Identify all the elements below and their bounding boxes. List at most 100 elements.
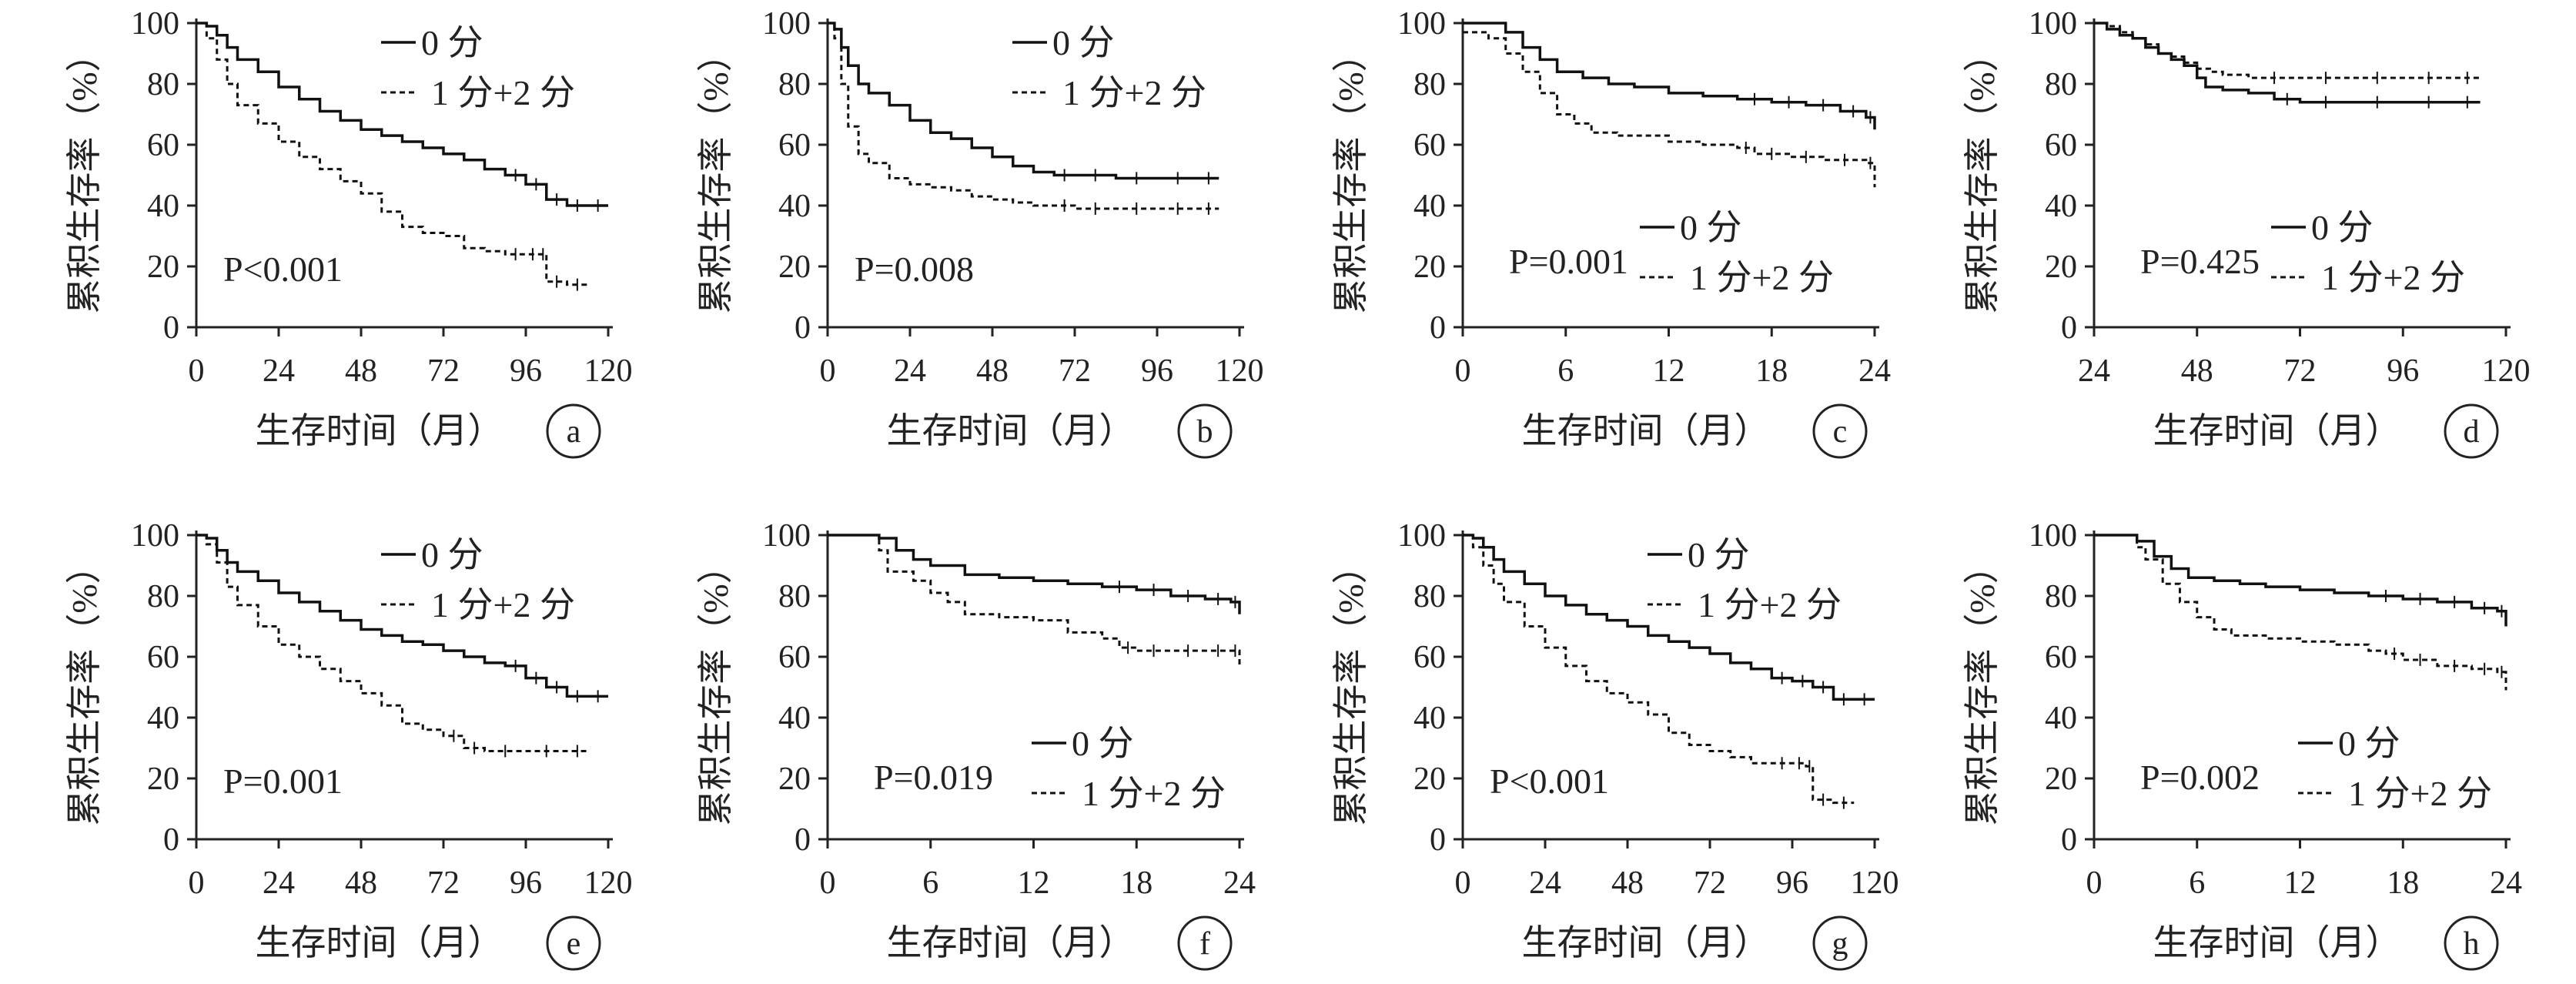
x-tick-label: 48 (345, 865, 377, 901)
x-tick-label: 24 (2078, 353, 2110, 389)
series-0-curve (196, 534, 608, 698)
y-tick-label: 20 (1413, 761, 1446, 797)
y-tick-label: 100 (2029, 518, 2077, 554)
x-tick-label: 6 (922, 865, 938, 901)
y-axis-title: 累积生存率（%） (1331, 548, 1370, 825)
y-tick-label: 80 (778, 67, 811, 102)
x-tick-label: 96 (2387, 353, 2419, 389)
panel-letter-circle (2444, 915, 2499, 971)
panel-letter: g (1832, 926, 1848, 962)
y-tick-label: 20 (147, 761, 179, 797)
y-tick-label: 60 (778, 640, 811, 675)
y-tick-label: 20 (1413, 249, 1446, 285)
y-tick-label: 100 (131, 518, 179, 554)
x-tick-label: 48 (345, 353, 377, 389)
legend-dashed-label: 1 分+2 分 (1062, 73, 1206, 112)
series-0-curve (1463, 534, 1875, 701)
panel-letter-circle (1177, 915, 1233, 971)
series-0-curve (828, 534, 1241, 614)
y-tick-label: 60 (147, 640, 179, 675)
panel-letter-circle (546, 403, 601, 459)
y-tick-label: 60 (2045, 640, 2077, 675)
x-tick-label: 0 (820, 865, 836, 901)
y-tick-label: 40 (2045, 189, 2077, 224)
panel-letter-circle (2444, 403, 2499, 459)
series-0-curve (2094, 534, 2507, 627)
legend-solid-label: 0 分 (1052, 23, 1115, 62)
series-12-curve (2094, 22, 2481, 79)
x-tick-label: 72 (1059, 353, 1091, 389)
legend-dashed-label: 1 分+2 分 (2321, 258, 2465, 297)
legend-solid-label: 0 分 (2338, 724, 2400, 763)
y-tick-label: 100 (2029, 6, 2077, 42)
panel-g: 0 20 40 60 80 100 0 24 48 72 96 120 累积生存率（%） 生存时间（月） g… (1331, 518, 1899, 971)
x-tick-label: 0 (1455, 353, 1471, 389)
series-12-curve (2094, 534, 2507, 691)
y-axis-title: 累积生存率（%） (1962, 36, 2002, 313)
p-value-label: P=0.425 (2140, 242, 2260, 281)
x-axis-title: 生存时间（月） (2153, 411, 2401, 450)
panel-letter: c (1833, 414, 1848, 450)
y-tick-label: 40 (147, 189, 179, 224)
x-tick-label: 96 (510, 353, 542, 389)
legend-dashed-label: 1 分+2 分 (431, 73, 575, 112)
p-value-label: P=0.001 (223, 761, 343, 801)
legend-solid-label: 0 分 (421, 23, 483, 62)
x-axis-title: 生存时间（月） (1522, 411, 1770, 450)
series-12-curve (828, 22, 1219, 210)
x-tick-label: 72 (2284, 353, 2317, 389)
series-0-curve (1463, 22, 1876, 130)
y-axis-title: 累积生存率（%） (1331, 36, 1370, 313)
x-tick-label: 0 (189, 865, 205, 901)
x-tick-label: 48 (976, 353, 1009, 389)
x-tick-label: 24 (1223, 865, 1256, 901)
series-0-curve (828, 22, 1219, 180)
y-axis-title: 累积生存率（%） (696, 548, 735, 825)
y-tick-label: 80 (1413, 67, 1446, 102)
x-tick-label: 18 (2387, 865, 2419, 901)
x-tick-label: 24 (263, 865, 295, 901)
y-tick-label: 0 (1430, 822, 1446, 858)
series-12-curve (196, 22, 588, 286)
x-axis-title: 生存时间（月） (256, 923, 503, 962)
x-tick-label: 0 (189, 353, 205, 389)
legend-solid-label: 0 分 (1072, 724, 1134, 763)
x-tick-label: 24 (2490, 865, 2522, 901)
legend-dashed-label: 1 分+2 分 (431, 585, 575, 624)
x-tick-label: 120 (1851, 865, 1899, 901)
y-tick-label: 0 (795, 822, 811, 858)
y-tick-label: 40 (778, 189, 811, 224)
legend-solid-label: 0 分 (421, 535, 483, 574)
y-axis-title: 累积生存率（%） (696, 36, 735, 313)
panel-h: 0 20 40 60 80 100 0 6 12 18 24 累积生存率（%） 生存时间（月） h 0 分 1… (1962, 518, 2522, 971)
x-axis-title: 生存时间（月） (887, 923, 1135, 962)
panel-letter: h (2464, 926, 2480, 962)
y-tick-label: 0 (163, 822, 179, 858)
y-tick-label: 20 (2045, 761, 2077, 797)
y-tick-label: 80 (778, 579, 811, 614)
y-tick-label: 20 (2045, 249, 2077, 285)
series-0-curve (196, 22, 608, 207)
x-tick-label: 120 (1216, 353, 1264, 389)
y-tick-label: 40 (147, 701, 179, 736)
legend-solid-label: 0 分 (1680, 208, 1742, 247)
y-tick-label: 100 (1397, 6, 1446, 42)
panel-b: 0 20 40 60 80 100 0 24 48 72 96 120 累积生存率（%） 生存时间（月） b… (696, 6, 1264, 459)
x-axis-title: 生存时间（月） (887, 411, 1135, 450)
x-axis-title: 生存时间（月） (2153, 923, 2401, 962)
y-tick-label: 20 (778, 761, 811, 797)
y-tick-label: 100 (1397, 518, 1446, 554)
y-tick-label: 80 (147, 579, 179, 614)
series-12-curve (828, 534, 1241, 666)
y-tick-label: 100 (762, 6, 811, 42)
y-tick-label: 0 (795, 310, 811, 346)
x-tick-label: 96 (1141, 353, 1173, 389)
y-tick-label: 40 (778, 701, 811, 736)
panel-letter: a (567, 414, 581, 450)
x-tick-label: 0 (1455, 865, 1471, 901)
y-tick-label: 40 (1413, 189, 1446, 224)
x-tick-label: 24 (894, 353, 926, 389)
panel-d: 0 20 40 60 80 100 24 48 72 96 120 累积生存率（%） 生存时间（月） d 0… (1962, 6, 2531, 459)
x-tick-label: 24 (263, 353, 295, 389)
y-tick-label: 80 (147, 67, 179, 102)
